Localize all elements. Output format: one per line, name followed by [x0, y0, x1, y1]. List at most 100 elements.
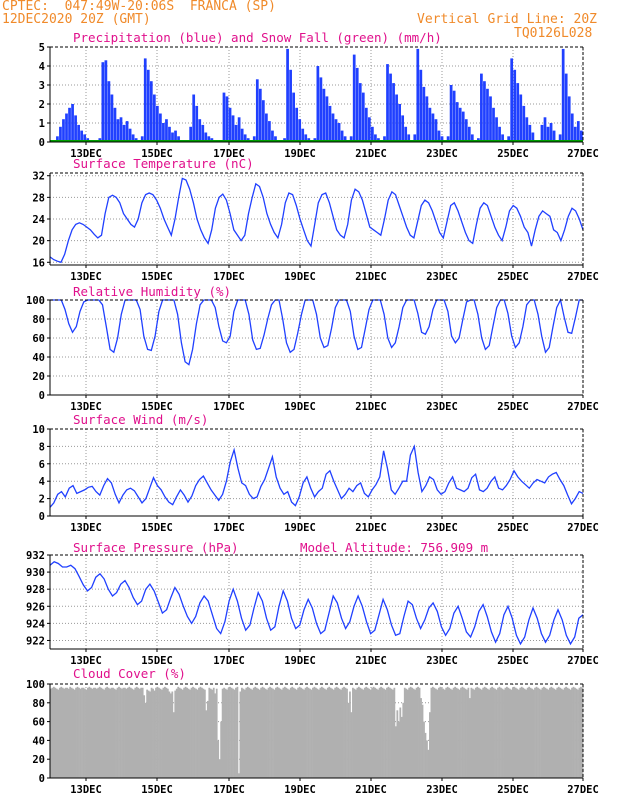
cloud-bar — [144, 702, 147, 778]
cloud-bar — [226, 689, 228, 778]
cloud-bar — [69, 686, 72, 778]
precip-bar — [168, 126, 171, 142]
cloud-bar — [541, 687, 544, 778]
cloud-bar — [152, 688, 154, 778]
cloud-bar — [368, 688, 371, 778]
cloud-bar — [187, 688, 190, 778]
cloud-bar — [403, 687, 406, 778]
cloud-bar — [343, 686, 345, 778]
precip-bar — [507, 136, 511, 142]
cloud-bar — [166, 688, 169, 778]
cloud-bar — [474, 687, 477, 778]
cloud-bar — [442, 688, 445, 778]
cloud-bar — [431, 686, 434, 778]
cloud-bar — [52, 686, 55, 778]
precip-bar — [301, 128, 305, 142]
cloud-bar — [78, 687, 80, 778]
cloud-bar — [553, 688, 556, 778]
cloud-bar — [275, 687, 277, 778]
precip-bar — [404, 126, 408, 142]
cloud-bar — [211, 689, 214, 778]
precip-bar — [528, 124, 532, 142]
x-tick-label: 23DEC — [426, 522, 458, 534]
precip-bar — [383, 136, 386, 142]
cloud-bar — [470, 687, 473, 778]
cloud-bar — [331, 688, 334, 778]
cloud-bar — [354, 689, 357, 778]
precip-bar — [343, 136, 347, 142]
cloud-bar — [374, 687, 377, 778]
cloud-bar — [543, 686, 545, 778]
cloud-bar — [417, 686, 419, 778]
cloud-bar — [340, 689, 342, 778]
cloud-bar — [372, 686, 375, 778]
precip-bar — [437, 130, 441, 142]
x-tick-label: 25DEC — [497, 784, 529, 796]
header-code: TQ0126L028 — [514, 26, 593, 41]
cloud-bar — [529, 687, 532, 778]
cloud-bar — [255, 687, 258, 778]
series-line — [50, 298, 583, 366]
panel-2: 0 20 40 60 80 100 13DEC 15DEC 17DEC 19DEC 21DEC 23D… — [26, 284, 599, 413]
x-tick-label: 19DEC — [284, 522, 316, 534]
cloud-bar — [363, 687, 366, 778]
precip-bar — [392, 83, 395, 142]
cloud-bar — [534, 687, 536, 778]
x-tick-label: 25DEC — [497, 148, 529, 160]
panel-title: Precipitation (blue) and Snow Fall (gree… — [73, 30, 442, 45]
cloud-bar — [264, 688, 267, 778]
panel-title: Surface Temperature (nC) — [73, 156, 254, 171]
precip-bar — [367, 117, 371, 142]
precip-bar — [349, 136, 353, 142]
cloud-bar — [510, 689, 513, 778]
precip-bar — [122, 124, 126, 142]
precip-bar — [522, 105, 526, 142]
cloud-bar — [433, 687, 436, 778]
cloud-bar — [178, 687, 181, 778]
x-tick-label: 27DEC — [567, 784, 599, 796]
cloud-bar — [131, 688, 134, 778]
precip-bar — [564, 73, 568, 142]
cloud-bar — [149, 691, 151, 778]
header-date: 12DEC2020 20Z (GMT) — [2, 12, 151, 27]
cloud-bar — [323, 688, 326, 778]
x-tick-label: 27DEC — [567, 401, 599, 413]
precip-bar — [573, 126, 577, 142]
x-tick-label: 15DEC — [141, 148, 173, 160]
cloud-bar — [507, 687, 510, 778]
cloud-bar — [347, 702, 350, 778]
cloud-bar — [101, 688, 104, 778]
panel-3: 0 2 4 6 8 10 13DEC 15DEC 17DEC 19DEC 21DEC 23DEC 25D… — [32, 412, 598, 534]
cloud-bar — [246, 686, 249, 778]
precip-bar — [258, 88, 262, 142]
cloud-bar — [276, 686, 279, 778]
precip-bar — [107, 81, 111, 142]
precip-bar — [177, 136, 180, 142]
x-tick-label: 25DEC — [497, 522, 529, 534]
cloud-bar — [426, 740, 428, 778]
cloud-bar — [312, 687, 314, 778]
cloud-bar — [463, 687, 465, 778]
precip-bar — [152, 94, 156, 142]
precip-bar — [501, 134, 504, 142]
cloud-bar — [560, 688, 563, 778]
cloud-bar — [392, 689, 394, 778]
cloud-bar — [545, 688, 548, 778]
cloud-bar — [359, 687, 362, 778]
cloud-bar — [429, 712, 431, 778]
precip-bar — [331, 113, 335, 142]
precip-bar — [292, 92, 295, 142]
cloud-bar — [480, 689, 483, 778]
precip-bar — [252, 136, 256, 142]
x-tick-label: 13DEC — [70, 655, 102, 667]
cloud-bar — [556, 687, 559, 778]
cloud-bar — [192, 686, 194, 778]
cloud-bar — [72, 688, 74, 778]
cloud-bar — [381, 687, 384, 778]
precip-bar — [340, 130, 344, 142]
cloud-bar — [125, 688, 128, 778]
cloud-bar — [365, 686, 368, 778]
cloud-bar — [547, 689, 550, 778]
cloud-bar — [369, 689, 372, 778]
cloud-bar — [357, 686, 360, 778]
